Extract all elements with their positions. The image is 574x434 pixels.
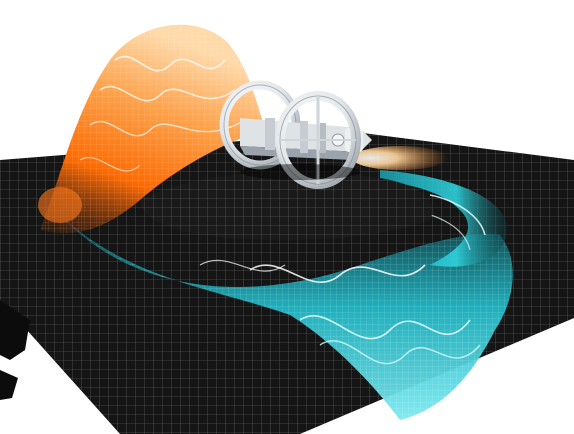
front-ring (275, 91, 361, 189)
ship-hull (240, 118, 372, 160)
warped-grid-ring (140, 171, 433, 240)
cyan-trough (60, 215, 513, 420)
spacecraft (219, 80, 372, 189)
engine-exhaust (352, 146, 448, 170)
orange-peak (38, 24, 265, 234)
